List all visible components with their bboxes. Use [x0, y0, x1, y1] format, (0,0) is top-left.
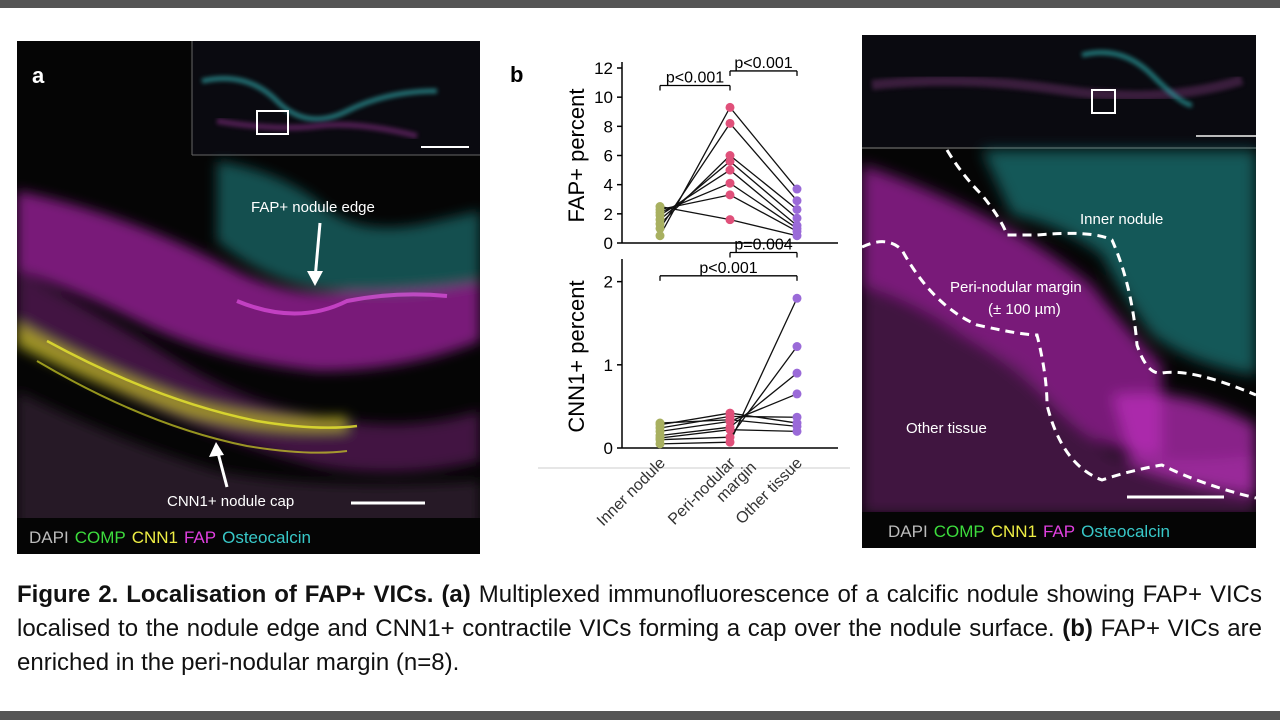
y-tick-label: 2	[604, 273, 613, 292]
data-point-2-7-2	[725, 415, 735, 425]
y-tick-label: 2	[604, 205, 613, 224]
data-point-1-7-2	[725, 190, 735, 200]
data-point-1-4-2	[725, 156, 735, 166]
panel-c-micrograph: Inner nodule Peri-nodular margin (± 100 …	[862, 35, 1256, 548]
legend-comp: COMP	[933, 522, 985, 541]
data-point-1-2-2	[725, 118, 735, 128]
peri-nodular-label: Peri-nodular margin	[950, 279, 1082, 296]
data-point-1-1-1	[655, 231, 665, 241]
overview-inset	[192, 41, 480, 155]
peri-nodular-range-label: (± 100 µm)	[988, 301, 1061, 318]
data-point-1-3-3	[792, 204, 802, 214]
y-tick-label: 0	[604, 234, 613, 253]
legend-comp: COMP	[74, 528, 126, 547]
zoom-box-c	[1091, 89, 1116, 114]
data-point-2-4-3	[792, 389, 802, 399]
pair-line-1-2	[659, 122, 798, 229]
p-value-label: p<0.001	[666, 70, 724, 87]
data-point-1-4-3	[792, 213, 802, 223]
top-border	[0, 0, 1280, 8]
data-point-1-8-3	[792, 231, 802, 241]
legend-osteocalcin: Osteocalcin	[1081, 522, 1170, 541]
y-tick-label: 4	[604, 176, 613, 195]
y-tick-label: 1	[604, 356, 613, 375]
panel-a-letter: a	[32, 63, 45, 88]
data-point-1-5-2	[725, 165, 735, 175]
data-point-1-2-3	[792, 196, 802, 206]
cnn1-nodule-cap-label: CNN1+ nodule cap	[167, 493, 295, 510]
other-tissue-label: Other tissue	[906, 420, 987, 437]
legend-dapi: DAPI	[888, 522, 928, 541]
legend-cnn1: CNN1	[131, 528, 178, 547]
data-point-1-1-2	[725, 102, 735, 112]
pair-line-1-3	[659, 154, 798, 225]
panel-c-legend: DAPI COMP CNN1 FAP Osteocalcin	[888, 522, 1176, 542]
data-point-2-6-2	[725, 408, 735, 418]
y-axis-title-2: CNN1+ percent	[564, 280, 589, 432]
caption-a-text: Multiplexed immunofluorescence of a calc…	[17, 581, 1263, 642]
legend-fap: FAP	[183, 528, 217, 547]
y-tick-label: 6	[604, 147, 613, 166]
legend-dapi: DAPI	[29, 528, 69, 547]
caption-title: Figure 2. Localisation of FAP+ VICs.	[17, 581, 434, 608]
bottom-border	[0, 711, 1280, 720]
caption-b-text: FAP+ VICs are enriched in the peri-nodul…	[17, 615, 1262, 676]
p-value-label: p<0.001	[734, 55, 792, 72]
y-tick-label: 12	[594, 59, 613, 78]
data-point-2-3-3	[792, 368, 802, 378]
inner-nodule-label: Inner nodule	[1080, 211, 1164, 228]
caption-a-tag: (a)	[441, 581, 471, 608]
data-point-1-6-2	[725, 178, 735, 188]
x-category-label-2: Peri-nodularmargin	[665, 446, 760, 541]
legend-osteocalcin: Osteocalcin	[222, 528, 311, 547]
legend-fap: FAP	[1042, 522, 1076, 541]
data-point-2-8-3	[792, 426, 802, 436]
panel-c-image	[862, 35, 1256, 548]
data-point-2-1-3	[792, 293, 802, 303]
p-value-label: p=0.004	[734, 237, 792, 254]
inner-nodule-border	[945, 149, 1256, 397]
data-point-2-2-3	[792, 342, 802, 352]
figure-caption: Figure 2. Localisation of FAP+ VICs. (a)…	[17, 578, 1262, 680]
y-axis-title-1: FAP+ percent	[564, 89, 589, 223]
panel-a-legend: DAPI COMP CNN1 FAP Osteocalcin	[29, 528, 317, 548]
peri-nodular-border	[862, 240, 1256, 500]
y-tick-label: 0	[604, 439, 613, 458]
panel-a-image	[17, 41, 480, 554]
data-point-2-8-1	[655, 433, 665, 443]
x-category-label-1: Inner nodule	[594, 455, 669, 530]
legend-cnn1: CNN1	[990, 522, 1037, 541]
p-value-label: p<0.001	[699, 260, 757, 277]
data-point-2-8-2	[725, 425, 735, 435]
data-point-1-1-3	[792, 184, 802, 194]
data-point-2-7-1	[655, 418, 665, 428]
caption-b-tag: (b)	[1062, 615, 1093, 642]
y-tick-label: 8	[604, 117, 613, 136]
fap-edge-arrow	[313, 222, 322, 280]
y-tick-label: 10	[594, 88, 613, 107]
data-point-2-2-2	[725, 432, 735, 442]
panel-b-letter: b	[510, 62, 524, 87]
data-point-1-8-1	[655, 202, 665, 212]
fap-nodule-edge-label: FAP+ nodule edge	[251, 199, 375, 216]
panel-a-micrograph: a FAP+ nodule edge CNN1+ nodule cap DAPI…	[17, 41, 480, 554]
data-point-1-8-2	[725, 215, 735, 225]
zoom-box	[256, 110, 289, 135]
